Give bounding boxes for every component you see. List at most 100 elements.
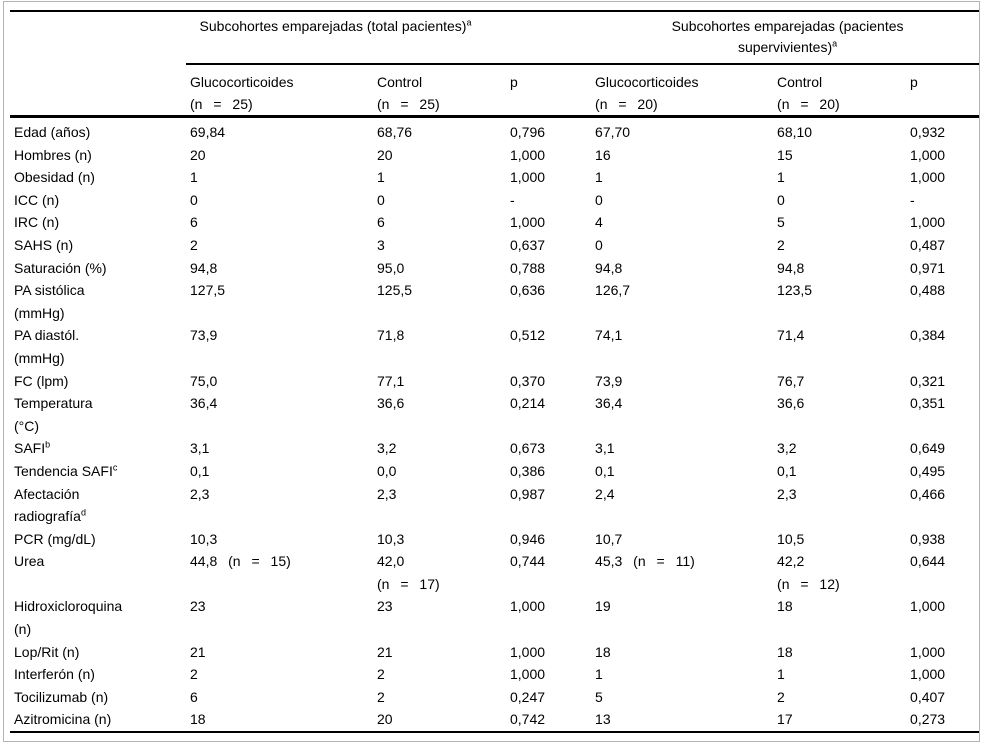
cell-p-survivors: 0,487 [910, 236, 946, 253]
row-label: Lop/Rit (n) [10, 641, 186, 664]
row-label: ICC (n) [10, 189, 186, 212]
cell-control-survivors: 15 [777, 146, 793, 163]
cell-control-total: 36,6 [377, 395, 405, 412]
col-header-line1: p [910, 74, 918, 90]
table-frame: Subcohortes emparejadas (total pacientes… [3, 1, 980, 742]
cell-glucocorticoides-total: 6 [190, 688, 198, 705]
col-header-glucocorticoides-survivors: Glucocorticoides (n = 20) [591, 64, 774, 118]
row-label-text: Tocilizumab (n) [14, 688, 109, 705]
row-label: IRC (n) [10, 211, 186, 234]
cell-control-survivors: 94,8 [777, 259, 805, 276]
col-header-line1: p [510, 74, 518, 90]
footnote-marker: a [832, 38, 838, 49]
cell-glucocorticoides-total: 73,9 [190, 327, 218, 344]
row-label-text: Lop/Rit (n) [14, 643, 80, 660]
cell-p-survivors: 0,407 [910, 688, 946, 705]
row-label-header-cell [10, 64, 186, 118]
cell-glucocorticoides-total: 75,0 [190, 372, 218, 389]
row-label: Interferón (n) [10, 663, 186, 686]
row-label-text: Saturación (%) [14, 259, 107, 276]
cell-glucocorticoides-survivors: 0 [595, 191, 603, 208]
table-row: Urea 44,8 (n = 15) 42,0 (n = 17) 0,744 4… [10, 550, 979, 595]
table-row: SAFIb 3,1 3,2 0,673 3,1 3,2 0,649 [10, 437, 979, 460]
group-header-total-label: Subcohortes emparejadas (total pacientes… [199, 18, 467, 34]
cell-control-total: 2 [377, 666, 385, 683]
cell-glucocorticoides-total: 2 [190, 236, 198, 253]
row-label: Tendencia SAFIc [10, 460, 186, 483]
row-label: Hidroxicloroquina (n) [10, 595, 186, 640]
cell-p-survivors: 0,649 [910, 440, 946, 457]
cell-glucocorticoides-total: 36,4 [190, 395, 218, 412]
cell-control-survivors: 0,1 [777, 462, 797, 479]
row-label-text: SAHS (n) [14, 236, 74, 253]
cell-glucocorticoides-survivors: 126,7 [595, 282, 631, 299]
group-header-total-patients: Subcohortes emparejadas (total pacientes… [186, 11, 592, 65]
cell-control-total: 10,3 [377, 530, 405, 547]
table-row: Temperatura (°C) 36,4 36,6 0,214 36,4 36… [10, 392, 979, 437]
table-row: FC (lpm) 75,0 77,1 0,370 73,9 76,7 0,321 [10, 370, 979, 393]
cell-glucocorticoides-total: 44,8 (n = 15) [190, 553, 291, 570]
cell-glucocorticoides-survivors: 1 [595, 666, 603, 683]
cell-control-survivors: 2 [777, 688, 785, 705]
col-header-p-survivors: p [906, 64, 979, 118]
cell-p-survivors: 1,000 [910, 214, 946, 231]
row-label: Saturación (%) [10, 257, 186, 280]
corner-cell [10, 11, 186, 64]
table-row: Azitromicina (n) 18 20 0,742 13 17 0,273 [10, 708, 979, 732]
cell-p-total: 0,796 [510, 124, 546, 140]
cell-control-total: 3 [377, 236, 385, 253]
cell-p-total: 0,512 [510, 327, 546, 344]
cell-p-survivors: 1,000 [910, 146, 946, 163]
cell-glucocorticoides-total: 10,3 [190, 530, 218, 547]
footnote-marker: a [466, 17, 472, 28]
cell-p-total: 0,247 [510, 688, 546, 705]
cell-p-total: 0,987 [510, 485, 546, 502]
cell-glucocorticoides-total: 2,3 [190, 485, 210, 502]
cell-control-total: 0 [377, 191, 385, 208]
cell-glucocorticoides-total: 94,8 [190, 259, 218, 276]
cell-control-survivors: 76,7 [777, 372, 805, 389]
cell-p-total: 1,000 [510, 666, 546, 683]
col-header-line1: Control [377, 74, 423, 90]
cell-control-survivors: 1 [777, 666, 785, 683]
cell-p-survivors: - [910, 191, 915, 208]
cell-control-total: 20 [377, 146, 393, 163]
cell-p-total: 1,000 [510, 146, 546, 163]
cell-p-survivors: 0,495 [910, 462, 946, 479]
cell-control-total: 20 [377, 711, 393, 728]
cell-glucocorticoides-survivors: 67,70 [595, 124, 631, 140]
table-row: Afectación radiografíad 2,3 2,3 0,987 2,… [10, 483, 979, 528]
footnote-marker: c [112, 462, 118, 473]
cell-glucocorticoides-total: 3,1 [190, 440, 210, 457]
matched-subcohorts-table: Subcohortes emparejadas (total pacientes… [10, 10, 979, 734]
cell-control-total: 71,8 [377, 327, 405, 344]
cell-p-total: 0,386 [510, 462, 546, 479]
cell-glucocorticoides-survivors: 73,9 [595, 372, 623, 389]
row-label: Urea [10, 550, 186, 595]
cell-control-survivors: 0 [777, 191, 785, 208]
table-row: Lop/Rit (n) 21 21 1,000 18 18 1,000 [10, 641, 979, 664]
cell-p-total: 0,637 [510, 236, 546, 253]
cell-glucocorticoides-total: 18 [190, 711, 206, 728]
cell-glucocorticoides-survivors: 3,1 [595, 440, 615, 457]
row-label: Hombres (n) [10, 144, 186, 167]
cell-p-total: 0,214 [510, 395, 546, 412]
row-label-text: Azitromicina (n) [14, 711, 112, 728]
cell-glucocorticoides-survivors: 4 [595, 214, 603, 231]
cell-glucocorticoides-survivors: 0,1 [595, 462, 615, 479]
cell-p-survivors: 1,000 [910, 666, 946, 683]
table-row: ICC (n) 0 0 - 0 0 - [10, 189, 979, 212]
row-label-text: ICC (n) [14, 191, 60, 208]
cell-p-survivors: 1,000 [910, 643, 946, 660]
cell-control-total: 77,1 [377, 372, 405, 389]
cell-p-total: 0,742 [510, 711, 546, 728]
cell-glucocorticoides-survivors: 36,4 [595, 395, 623, 412]
group-header-survivors-label: Subcohortes emparejadas (pacientes super… [671, 18, 904, 55]
table-row: Saturación (%) 94,8 95,0 0,788 94,8 94,8… [10, 257, 979, 280]
row-label-text: Tendencia SAFI [14, 462, 113, 479]
table-row: Obesidad (n) 1 1 1,000 1 1 1,000 [10, 166, 979, 189]
cell-glucocorticoides-total: 0,1 [190, 462, 210, 479]
cell-control-survivors: 68,10 [777, 124, 813, 140]
cell-control-total: 3,2 [377, 440, 397, 457]
table-row: Tocilizumab (n) 6 2 0,247 5 2 0,407 [10, 686, 979, 709]
